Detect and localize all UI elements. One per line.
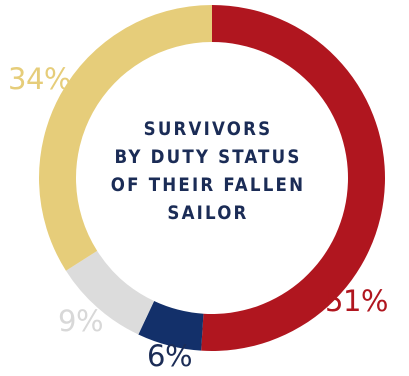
donut-slices bbox=[38, 5, 386, 351]
slice-label-6: 6% bbox=[147, 339, 193, 373]
chart-title: SURVIVORS BY DUTY STATUS OF THEIR FALLEN… bbox=[104, 116, 312, 228]
donut-slice-6 bbox=[138, 301, 204, 351]
slice-label-51: 51% bbox=[325, 284, 388, 318]
donut-slice-34 bbox=[38, 5, 212, 271]
chart-title-line-4: SAILOR bbox=[167, 203, 249, 224]
chart-title-line-2: BY DUTY STATUS bbox=[114, 147, 302, 168]
donut-slice-51 bbox=[201, 5, 386, 351]
chart-title-line-3: OF THEIR FALLEN bbox=[110, 175, 306, 196]
slice-label-9: 9% bbox=[58, 304, 104, 338]
donut-slice-9 bbox=[65, 250, 155, 335]
slice-label-34: 34% bbox=[8, 62, 71, 96]
chart-title-line-1: SURVIVORS bbox=[143, 119, 273, 140]
